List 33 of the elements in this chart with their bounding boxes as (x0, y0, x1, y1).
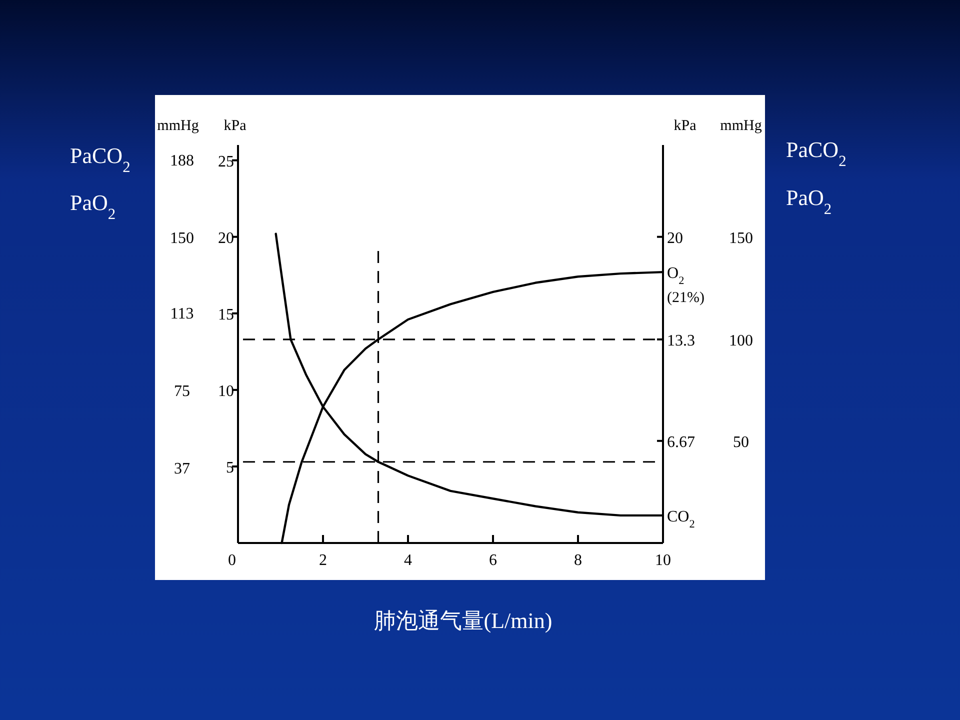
y2-tick-label: 150 (170, 230, 194, 247)
y2-tick-label: 37 (174, 460, 190, 478)
x-tick-label: 0 (228, 552, 236, 569)
text: PaCO$_{2}$ (70, 143, 130, 176)
y3-tick-label: 6.67 (667, 434, 695, 451)
text: PaO$_{2}$ (70, 190, 116, 222)
y2-tick-label: 75 (174, 382, 190, 400)
x-tick-label: 2 (319, 552, 327, 569)
y3-tick-label: 20 (667, 230, 683, 247)
y3-axis-title: kPa (674, 118, 697, 134)
x-tick-label: 4 (404, 552, 412, 569)
text: mmHg (720, 118, 762, 134)
x-axis-title: 肺泡通气量(L/min) (374, 608, 552, 633)
text: 100 (729, 332, 753, 350)
series-label: O$_{2}$ (21%) (667, 265, 704, 306)
text: PaO$_{2}$ (786, 185, 832, 218)
y-tick-label: 25 (218, 153, 234, 170)
y-tick-label: 10 (218, 382, 234, 400)
y-tick-label: 5 (226, 459, 234, 476)
y-tick-label: 20 (218, 230, 234, 247)
x-tick-label: 6 (489, 552, 497, 569)
y2-tick-label: 188 (170, 152, 194, 170)
text: 150 (729, 230, 753, 247)
x-tick-label: 8 (574, 552, 582, 569)
y2-axis-title: mmHg (157, 118, 200, 134)
x-tick-label: 10 (655, 552, 671, 569)
y-axis-title: kPa (224, 118, 247, 134)
y3-tick-label: 13.3 (667, 332, 695, 350)
y2-tick-label: 113 (170, 305, 194, 322)
y-tick-label: 15 (218, 306, 234, 324)
series-label: CO$_{2}$ (667, 508, 695, 530)
text: 50 (733, 434, 749, 451)
text: PaCO$_{2}$ (786, 137, 846, 170)
